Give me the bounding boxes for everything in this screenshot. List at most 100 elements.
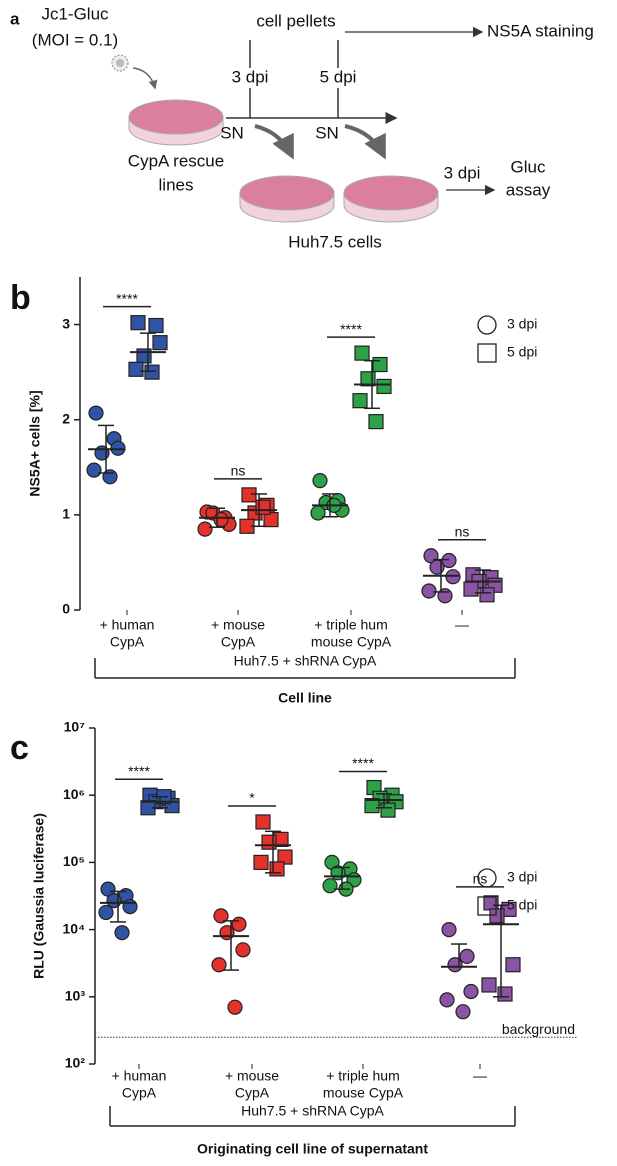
x-tick-label: —: [473, 1068, 487, 1084]
y-tick-label: 10⁵: [63, 853, 85, 869]
dish: [128, 99, 224, 146]
data-point: [102, 469, 118, 485]
data-point: [479, 587, 495, 603]
data-point: [231, 916, 247, 932]
data-point: [364, 798, 380, 814]
data-point: [263, 512, 279, 528]
x-tick-label: + mouse: [225, 1068, 279, 1084]
data-point: [352, 393, 368, 409]
data-point: [310, 505, 326, 521]
pellets-label: cell pellets: [256, 11, 335, 30]
legend-label: 3 dpi: [507, 316, 537, 332]
y-axis-label: NS5A+ cells [%]: [27, 390, 43, 496]
data-point: [368, 414, 384, 430]
panel-letter: c: [10, 729, 29, 767]
data-point: [98, 904, 114, 921]
x-tick-label: + mouse: [211, 617, 265, 633]
data-point: [269, 861, 285, 877]
data-point: [505, 957, 521, 973]
data-point: [197, 521, 213, 537]
x-tick-label: CypA: [110, 634, 145, 650]
dish: [239, 175, 335, 223]
data-point: [372, 356, 388, 373]
legend-marker: [477, 343, 497, 363]
data-point: [255, 814, 271, 830]
virus-moi: (MOI = 0.1): [32, 30, 118, 49]
data-point: [441, 921, 457, 938]
data-point: [455, 1004, 471, 1020]
y-tick-label: 1: [62, 506, 70, 522]
x-axis-label: Cell line: [278, 690, 332, 706]
group-label: Huh7.5 + shRNA CypA: [241, 1103, 384, 1119]
group-label: Huh7.5 + shRNA CypA: [234, 653, 377, 669]
data-point: [489, 908, 505, 924]
data-point: [421, 583, 437, 599]
y-tick-label: 10⁴: [63, 920, 86, 936]
y-tick-label: 10²: [65, 1055, 86, 1071]
legend-label: 5 dpi: [507, 897, 537, 913]
legend-marker: [477, 896, 497, 916]
data-point: [439, 992, 455, 1008]
data-point: [354, 345, 370, 361]
sn-label: SN: [315, 123, 339, 142]
data-point: [437, 588, 453, 604]
data-point: [447, 957, 463, 973]
data-point: [429, 559, 445, 575]
x-tick-label: CypA: [122, 1085, 157, 1101]
readout-time: 3 dpi: [444, 163, 481, 182]
data-point: [241, 487, 257, 503]
x-tick-label: + human: [112, 1068, 167, 1084]
x-tick-label: + triple hum: [326, 1068, 400, 1084]
panel-letter: b: [10, 279, 31, 317]
target-label: Huh7.5 cells: [288, 232, 382, 251]
data-point: [136, 348, 152, 364]
x-tick-label: CypA: [235, 1085, 270, 1101]
data-point: [441, 552, 457, 569]
x-axis-label: Originating cell line of supernatant: [197, 1141, 428, 1157]
data-point: [130, 315, 146, 331]
panel-letter: a: [10, 9, 20, 28]
significance-label: ****: [128, 763, 150, 779]
arrow: [132, 67, 158, 90]
y-tick-label: 0: [62, 601, 70, 617]
significance-label: ****: [340, 321, 362, 337]
y-tick-label: 10³: [65, 988, 86, 1004]
data-point: [463, 581, 479, 597]
y-tick-label: 10⁷: [64, 719, 86, 735]
data-point: [322, 878, 338, 894]
data-point: [88, 405, 104, 421]
virus-icon: [111, 54, 129, 72]
data-point: [380, 802, 396, 818]
significance-label: ns: [473, 871, 488, 887]
reference-label: background: [502, 1021, 575, 1037]
data-point: [94, 445, 110, 461]
significance-label: ****: [352, 755, 374, 771]
x-tick-label: mouse CypA: [311, 634, 392, 650]
data-point: [213, 908, 229, 924]
legend-marker: [477, 315, 497, 335]
data-point: [481, 977, 497, 993]
data-point: [253, 854, 269, 871]
data-point: [463, 983, 479, 1000]
data-point: [312, 473, 328, 489]
data-point: [86, 462, 102, 478]
y-axis-label: RLU (Gaussia luciferase): [31, 813, 47, 979]
data-point: [235, 942, 251, 958]
data-point: [128, 361, 144, 377]
data-point: [219, 925, 235, 941]
y-tick-label: 10⁶: [63, 786, 85, 802]
data-point: [376, 378, 392, 395]
timepoint-label: 5 dpi: [320, 67, 357, 86]
data-point: [114, 925, 130, 941]
significance-label: ****: [116, 290, 138, 306]
x-tick-label: + human: [100, 617, 155, 633]
data-point: [148, 317, 164, 334]
x-tick-label: mouse CypA: [323, 1085, 404, 1101]
timepoint-label: 3 dpi: [232, 67, 269, 86]
data-point: [497, 986, 513, 1002]
data-point: [211, 957, 227, 973]
x-tick-label: CypA: [221, 634, 256, 650]
x-tick-label: + triple hum: [314, 617, 388, 633]
label-bg: [230, 68, 270, 88]
data-point: [152, 335, 168, 351]
